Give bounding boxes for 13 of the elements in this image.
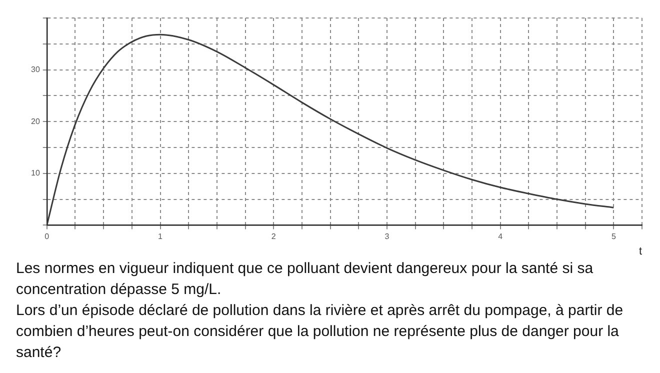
- line-series: [46, 34, 614, 226]
- x-tick-label: 4: [498, 232, 504, 242]
- text: Les normes en vigueur indiquent que ce polluant devient dangereux pour la santé si sa concentration dépasse 5 mg/L.: [16, 259, 594, 300]
- x-tick-label: 2: [271, 232, 276, 242]
- y-tick-label: 30: [30, 65, 40, 74]
- text: Lors d’un épisode déclaré de pollution dans la rivière et après arrêt du pompage, à partir de combien d’heures peut-on considérer que la pollution ne représente plus de danger pour la santé?: [16, 301, 624, 363]
- y-tick-label: 20: [30, 116, 40, 126]
- y-tick-label: 10: [30, 168, 40, 178]
- x-tick-label: 3: [384, 232, 390, 242]
- x-tick-label: 1: [158, 232, 164, 242]
- x-tick-label: 5: [611, 232, 616, 242]
- x-axis-title: t: [638, 245, 642, 258]
- x-tick-label: 0: [44, 232, 50, 242]
